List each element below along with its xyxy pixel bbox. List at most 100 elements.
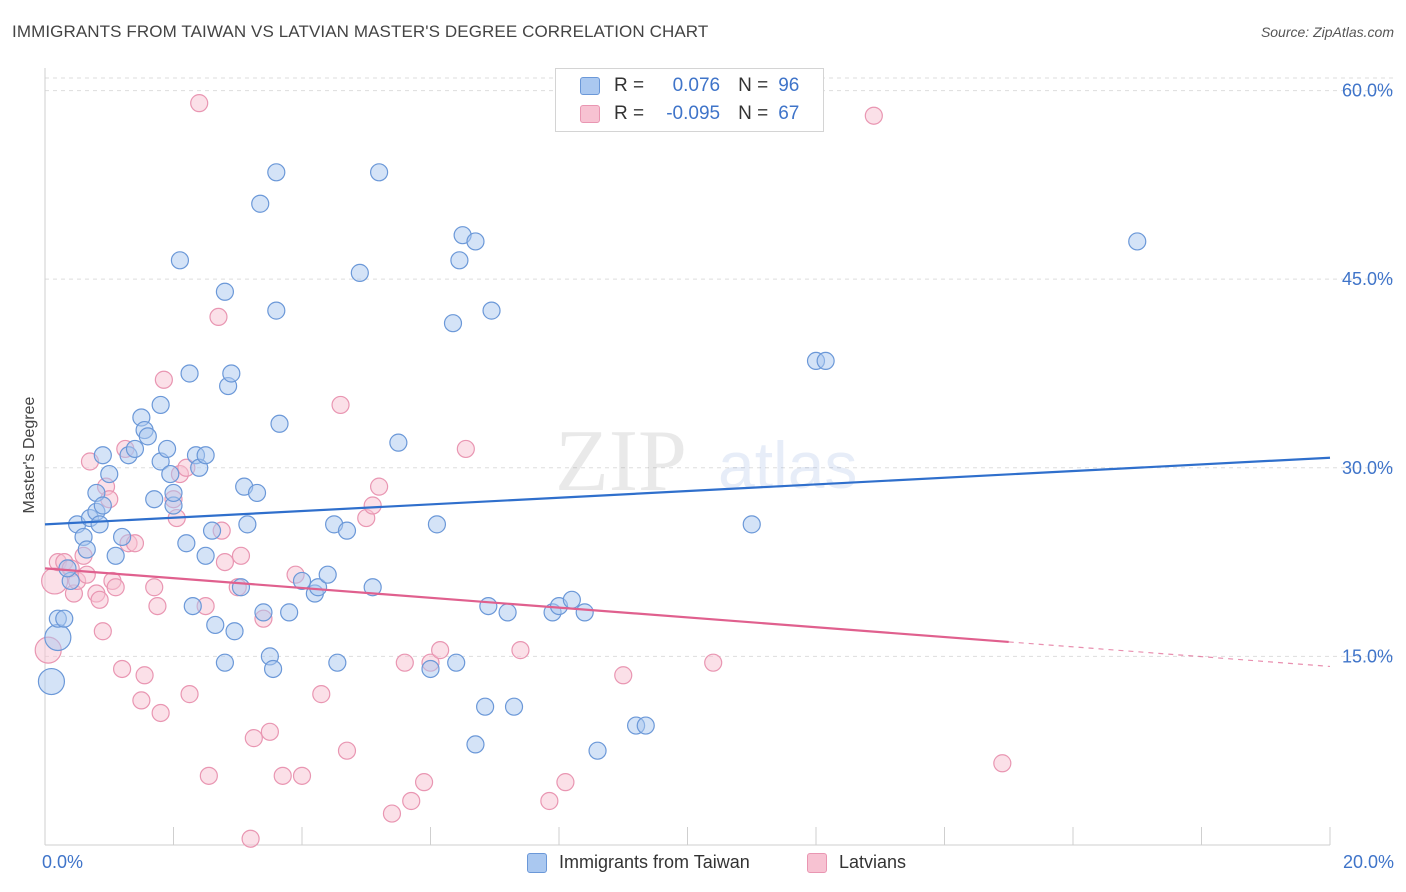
taiwan-point [504,697,524,716]
legend-n-label: N = [738,75,769,96]
source-label: Source: ZipAtlas.com [1260,24,1394,40]
latvian-point [93,622,112,641]
latvian-point [244,729,263,748]
legend-r-label: R = [614,103,645,124]
taiwan-point [106,546,125,565]
taiwan-point [145,490,164,509]
taiwan-point [206,615,225,635]
latvian-point [993,754,1012,773]
bottom-legend: 0.0% Immigrants from Taiwan Latvians 20.… [0,852,1406,878]
latvian-point [382,804,402,823]
legend-n-value-latvian: 67 [778,103,800,124]
taiwan-point [450,251,469,270]
taiwan-point [447,653,466,672]
taiwan-points [37,163,1147,760]
taiwan-point [215,653,234,672]
taiwan-point [247,483,267,503]
latvian-point [199,766,218,785]
latvian-point [77,565,96,584]
latvian-point [145,578,164,597]
taiwan-point [421,659,440,679]
taiwan-point [161,464,180,484]
axes [44,68,1331,846]
latvian-point [556,773,575,792]
taiwan-point [125,439,145,459]
taiwan-point [112,527,132,547]
latvian-point [395,653,414,672]
taiwan-point [225,622,244,641]
taiwan-point [427,515,447,534]
taiwan-point [363,578,382,597]
x-min-label: 0.0% [42,852,84,872]
trend-lines [44,456,1331,668]
latvian-point [363,496,382,515]
taiwan-point [318,565,337,584]
taiwan-point [215,282,234,301]
taiwan-point [202,521,222,540]
taiwan-point [443,314,463,333]
latvian-point [241,829,260,848]
taiwan-point [58,559,77,578]
taiwan-point [350,263,369,282]
legend-label-taiwan: Immigrants from Taiwan [559,852,750,872]
taiwan-point [588,741,607,760]
latvian-point [431,641,450,660]
taiwan-point [77,540,96,559]
taiwan-point [370,163,389,182]
latvian-point [704,653,723,672]
taiwan-point [177,534,196,553]
legend-item-latvians: Latvians [807,852,906,873]
taiwan-point [482,301,501,320]
taiwan-point [254,603,273,622]
latvian-point [90,590,109,609]
latvian-point [540,791,559,811]
latvian-point [209,307,228,327]
taiwan-point [562,590,581,609]
legend-r-value-latvian: -0.095 [666,103,721,124]
latvian-point [260,722,279,741]
taiwan-trend-line [44,456,1331,526]
taiwan-point [93,446,112,465]
legend-n-value-taiwan: 96 [778,75,800,96]
latvian-point [215,552,234,572]
legend-row-latvian: R = -0.095 N = 67 [580,100,799,128]
legend-label-latvians: Latvians [839,852,907,872]
latvian-point [331,395,350,415]
taiwan-point [100,464,119,484]
latvian-point [292,766,312,785]
latvian-point [135,666,154,685]
latvian-trend-line [44,567,1009,644]
latvian-point [456,439,475,459]
taiwan-point [263,659,283,679]
taiwan-point [292,571,312,591]
taiwan-point [742,515,761,534]
grid-lines [45,77,1395,657]
y-tick-label: 45.0% [1342,269,1393,289]
legend-row-taiwan: R = 0.076 N = 96 [580,72,799,100]
y-axis-label: Master's Degree [21,396,38,513]
taiwan-point [466,735,485,754]
chart-title: IMMIGRANTS FROM TAIWAN VS LATVIAN MASTER… [12,22,709,41]
taiwan-point [170,251,190,270]
latvian-point [231,546,251,565]
correlation-legend: R = 0.076 N = 96 R = -0.095 N = 67 [555,68,824,132]
latvian-point [337,741,357,760]
legend-item-taiwan: Immigrants from Taiwan [527,852,750,873]
taiwan-point [157,439,177,459]
legend-swatch-latvians [807,852,827,873]
taiwan-point [90,515,109,534]
latvian-point [132,691,151,710]
latvian-trend-line-extension [1008,641,1331,668]
taiwan-point [328,653,347,672]
latvian-point [148,596,167,616]
latvian-point [190,94,209,113]
y-tick-label: 60.0% [1342,81,1393,101]
latvian-point [402,791,421,811]
taiwan-point [575,603,594,622]
taiwan-point [180,364,199,383]
latvian-point [614,666,633,685]
taiwan-point [44,623,72,652]
latvian-point [312,685,331,704]
watermark-atlas: atlas [718,428,857,502]
